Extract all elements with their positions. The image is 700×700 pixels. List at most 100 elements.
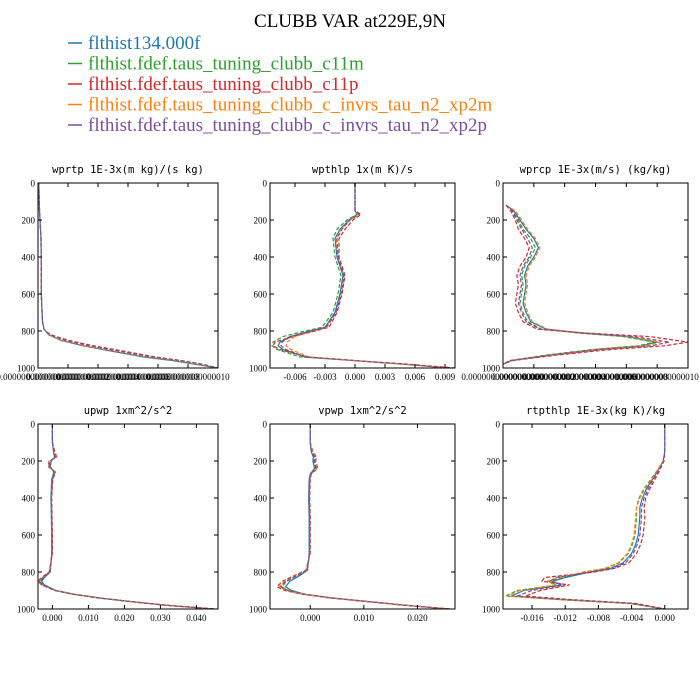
panel-1-series [38,183,218,368]
panel-4-frame [37,423,219,610]
panel-2-ytick-label-5: 800 [254,327,268,337]
panel-6-title: rtpthlp 1E-3x(kg K)/kg [526,405,665,417]
panel-5-ytick-label-6: 1000 [249,605,268,615]
legend-entry-1: flthist134.000f [88,33,201,54]
panel-3-ytick-label-6: 1000 [482,364,501,374]
panel-4-ytick-label-1: 0 [31,420,36,430]
panel-6-frame [502,423,689,610]
panel-3-xtick-label-4: 0.00000000000000006 [554,372,638,382]
panel-1: wprtp 1E-3x(m kg)/(s kg) 0 200 400 600 800 100… [0,164,230,382]
panel-5: vpwp 1xm^2/s^2 0 200 400 600 800 1000 0.000 0.01… [249,405,456,623]
panel-4-series-5-line [38,424,215,609]
panel-2-series [271,183,455,368]
panel-3-ytick-label-2: 200 [487,216,501,226]
panel-4: upwp 1xm^2/s^2 0 200 400 600 800 1000 0.000 0.01… [17,405,219,623]
panel-6: rtpthlp 1E-3x(kg K)/kg 0 200 400 600 800 1000 -… [482,405,689,623]
panel-4-xtick-label-1: 0.000 [42,613,63,623]
panel-2-xtick-label-1: -0.006 [283,372,307,382]
panel-6-series-5-line [516,424,666,609]
panel-6-ytick-label-4: 600 [487,531,501,541]
panel-6-series-1-line [510,424,666,609]
panel-3-ytick-label-1: 0 [496,179,501,189]
panel-6-xtick-label-4: -0.004 [620,613,644,623]
panel-2-xtick-label-3: 0.000 [345,372,366,382]
panel-3-series-3-line [503,204,688,365]
panel-1-xtick-label-5: 0.00000000000000008 [116,372,200,382]
panels: wprtp 1E-3x(m kg)/(s kg) 0 200 400 600 800 100… [0,164,699,623]
panel-2-ytick-label-4: 600 [254,290,268,300]
panel-5-xtick-label-3: 0.020 [407,613,428,623]
legend-entry-2: flthist.fdef.taus_tuning_clubb_c11m [88,54,364,75]
panel-3-title: wprcp 1E-3x(m/s) (kg/kg) [520,164,672,176]
panel-1-ytick-label-4: 600 [22,290,36,300]
legend-entry-3: flthist.fdef.taus_tuning_clubb_c11p [88,74,359,95]
panel-6-ytick-label-5: 800 [487,568,501,578]
figure-title: CLUBB VAR at229E,9N [254,11,446,32]
panel-3-series [503,204,688,365]
panel-5-frame [269,423,456,610]
panel-5-series-5-line [280,424,450,609]
panel-6-xtick-label-2: -0.012 [554,613,577,623]
panel-6-series-4-line [506,424,666,609]
panel-4-ytick-label-2: 200 [22,457,36,467]
panel-3-ytick-label-3: 400 [487,253,501,263]
panel-2-xtick-label-2: -0.003 [313,372,337,382]
panel-3-xtick-label-2: 0.00000000000000002 [492,372,575,382]
panel-1-xtick-label-3: 0.00000000000000004 [56,372,140,382]
panel-5-ytick-label-4: 600 [254,531,268,541]
legend: flthist134.000fflthist.fdef.taus_tuning_… [68,33,492,136]
panel-1-ytick-label-6: 1000 [17,364,36,374]
panel-4-ytick-label-4: 600 [22,531,36,541]
panel-1-xtick-label-6: 0.00000000000000010 [146,372,230,382]
panel-3-xtick-label-6: 0.00000000000000010 [616,372,700,382]
panel-5-ytick-label-5: 800 [254,568,268,578]
panel-2-frame [269,182,456,369]
panel-3-xtick-label-5: 0.00000000000000008 [585,372,669,382]
legend-entry-5: flthist.fdef.taus_tuning_clubb_c_invrs_t… [88,115,487,136]
panel-6-xtick-label-3: -0.008 [587,613,611,623]
panel-5-ytick-label-3: 400 [254,494,268,504]
panel-1-ytick-label-1: 0 [31,179,36,189]
panel-2: wpthlp 1x(m K)/s 0 200 400 600 800 1000 -0.006-… [249,164,456,382]
panel-3-series-5-line [503,204,671,365]
panel-2-series-5-line [280,183,451,368]
panel-1-ytick-label-2: 200 [22,216,36,226]
panel-1-ytick-label-3: 400 [22,253,36,263]
panel-1-title: wprtp 1E-3x(m kg)/(s kg) [52,164,204,176]
legend-entry-4: flthist.fdef.taus_tuning_clubb_c_invrs_t… [88,95,492,116]
panel-5-xtick-label-2: 0.010 [354,613,375,623]
panel-2-ytick-label-3: 400 [254,253,268,263]
panel-3-ytick-label-5: 800 [487,327,501,337]
panel-3: wprcp 1E-3x(m/s) (kg/kg) 0 200 400 600 800 100… [461,164,699,382]
panel-6-ytick-label-2: 200 [487,457,501,467]
panel-4-ytick-label-6: 1000 [17,605,36,615]
panel-1-xtick-label-2: 0.00000000000000002 [26,372,109,382]
panel-3-xtick-label-3: 0.00000000000000004 [523,372,607,382]
panel-5-series [276,424,450,609]
panel-2-title: wpthlp 1x(m K)/s [312,164,413,176]
panel-2-ytick-label-6: 1000 [249,364,268,374]
panel-5-ytick-label-1: 0 [263,420,268,430]
panel-5-title: vpwp 1xm^2/s^2 [318,405,407,417]
panel-2-ytick-label-2: 200 [254,216,268,226]
panel-3-ytick-label-4: 600 [487,290,501,300]
panel-2-series-4-line [285,183,451,368]
panel-4-xtick-label-4: 0.030 [150,613,171,623]
panel-4-xtick-label-3: 0.020 [114,613,135,623]
panel-2-xtick-label-6: 0.009 [435,372,456,382]
panel-1-series-5-line [38,183,218,368]
panel-6-series [504,424,666,609]
panel-3-xtick-label-1: 0.00000000000000000 [461,372,545,382]
panel-6-ytick-label-3: 400 [487,494,501,504]
panel-6-ytick-label-1: 0 [496,420,501,430]
panel-5-xtick-label-1: 0.000 [300,613,321,623]
panel-5-ytick-label-2: 200 [254,457,268,467]
panel-4-xtick-label-5: 0.040 [186,613,207,623]
panel-6-xtick-label-5: 0.000 [655,613,676,623]
panel-1-xtick-label-4: 0.00000000000000006 [86,372,170,382]
panel-2-xtick-label-5: 0.006 [405,372,426,382]
panel-4-ytick-label-5: 800 [22,568,36,578]
panel-1-xtick-label-1: 0.00000000000000000 [0,372,80,382]
panel-6-xtick-label-1: -0.016 [520,613,544,623]
